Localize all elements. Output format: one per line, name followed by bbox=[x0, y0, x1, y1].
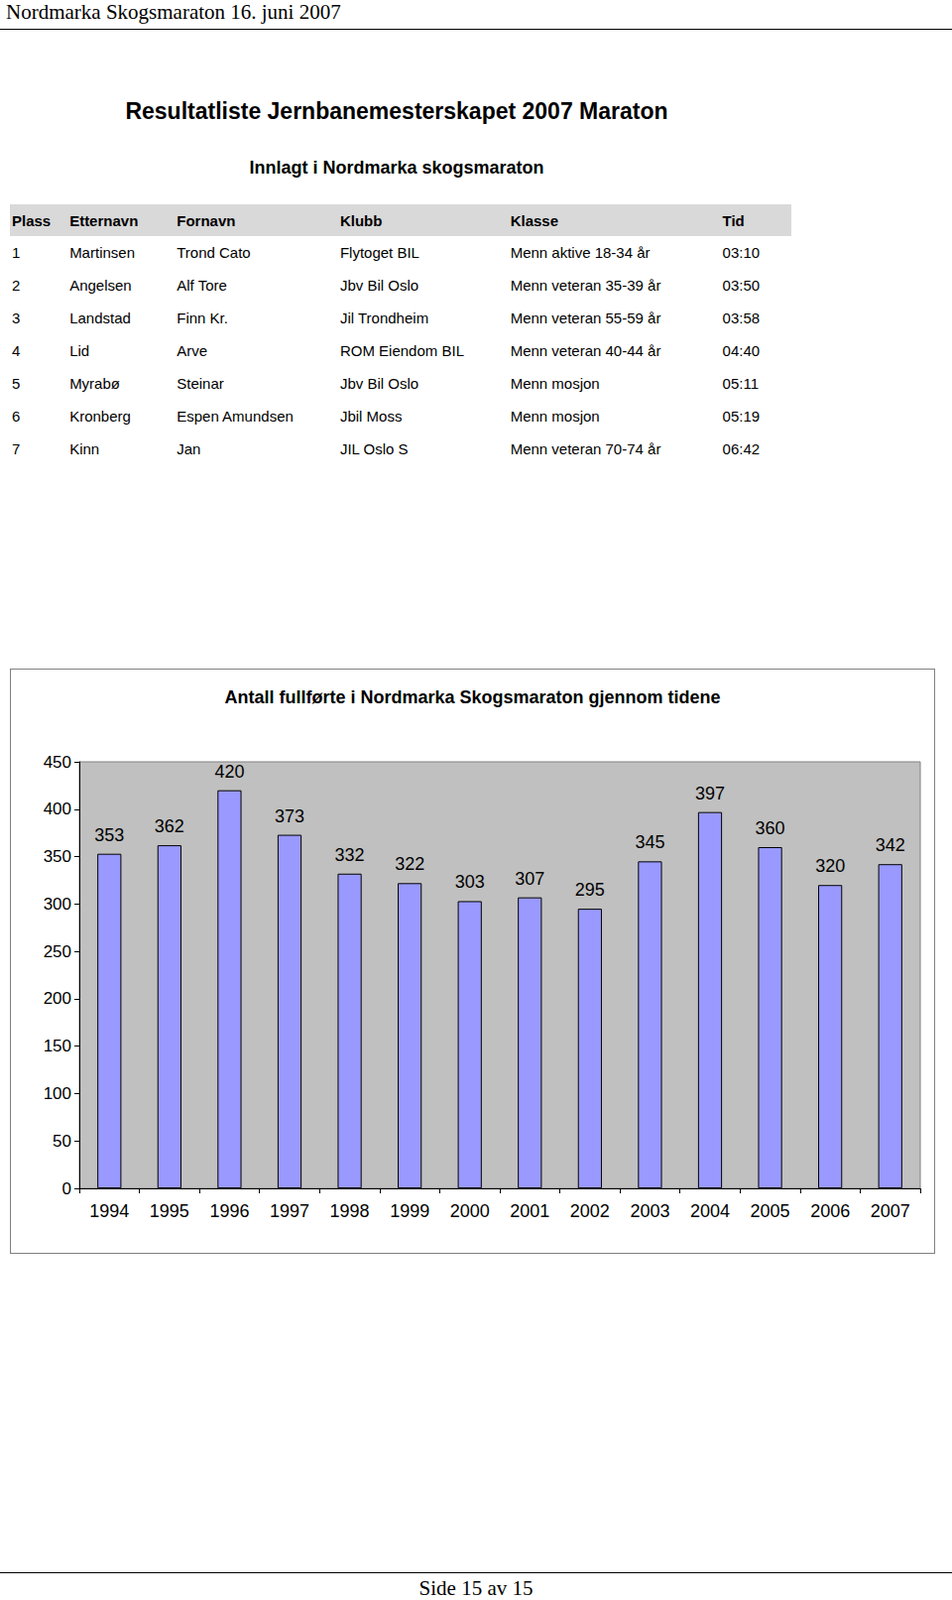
svg-text:Antall fullførte i Nordmarka S: Antall fullførte i Nordmarka Skogsmarato… bbox=[224, 687, 720, 708]
html-text:Steinar: Steinar bbox=[176, 374, 224, 392]
html-text:Menn veteran 40-44 år: Menn veteran 40-44 år bbox=[510, 342, 661, 359]
html-text:03:10: 03:10 bbox=[722, 243, 760, 261]
svg-text:307: 307 bbox=[514, 868, 545, 889]
html-text:Etternavn: Etternavn bbox=[69, 211, 139, 229]
html-text:Kinn: Kinn bbox=[69, 440, 100, 458]
html-text:Side 15 av 15: Side 15 av 15 bbox=[418, 1575, 534, 1600]
svg-text:295: 295 bbox=[575, 879, 605, 900]
svg-text:353: 353 bbox=[94, 825, 124, 845]
html-text:Espen Amundsen: Espen Amundsen bbox=[176, 407, 294, 425]
html-text:03:50: 03:50 bbox=[722, 276, 760, 294]
html-text:Klasse: Klasse bbox=[510, 211, 559, 229]
html-text:Arve: Arve bbox=[176, 342, 208, 359]
html-text:Flytoget BIL: Flytoget BIL bbox=[340, 243, 420, 261]
svg-text:2000: 2000 bbox=[450, 1200, 490, 1221]
svg-text:345: 345 bbox=[634, 832, 665, 852]
svg-text:2002: 2002 bbox=[570, 1200, 610, 1221]
svg-text:322: 322 bbox=[394, 853, 425, 874]
html-text:Jbil Moss: Jbil Moss bbox=[340, 407, 403, 425]
html-text:05:19: 05:19 bbox=[722, 407, 760, 425]
html-text:Myrabø: Myrabø bbox=[69, 374, 120, 392]
svg-text:2006: 2006 bbox=[810, 1200, 850, 1221]
html-text:Fornavn: Fornavn bbox=[176, 211, 236, 229]
svg-text:200: 200 bbox=[43, 988, 72, 1008]
html-text:04:40: 04:40 bbox=[722, 342, 760, 359]
html-text:2: 2 bbox=[11, 276, 21, 294]
html-text:Lid: Lid bbox=[69, 342, 90, 359]
html-text:Trond Cato: Trond Cato bbox=[176, 243, 251, 261]
html-text:Plass: Plass bbox=[11, 211, 51, 229]
svg-text:350: 350 bbox=[43, 846, 72, 866]
svg-text:1998: 1998 bbox=[330, 1200, 370, 1221]
svg-text:342: 342 bbox=[875, 834, 906, 855]
html-text:4: 4 bbox=[11, 342, 21, 359]
html-text:Resultatliste Jernbanemestersk: Resultatliste Jernbanemesterskapet 2007 … bbox=[125, 98, 668, 124]
html-text:Kronberg: Kronberg bbox=[69, 407, 131, 425]
svg-text:1997: 1997 bbox=[269, 1200, 310, 1221]
html-text:Klubb: Klubb bbox=[340, 211, 383, 229]
svg-text:2001: 2001 bbox=[509, 1200, 550, 1221]
svg-text:1999: 1999 bbox=[389, 1200, 430, 1221]
svg-text:360: 360 bbox=[755, 818, 786, 838]
svg-text:397: 397 bbox=[695, 783, 725, 804]
svg-text:2005: 2005 bbox=[750, 1200, 791, 1221]
html-text:Finn Kr.: Finn Kr. bbox=[176, 309, 228, 327]
html-text:5: 5 bbox=[11, 374, 21, 392]
svg-text:400: 400 bbox=[43, 799, 72, 819]
svg-text:50: 50 bbox=[52, 1131, 72, 1151]
html-text:ROM Eiendom BIL: ROM Eiendom BIL bbox=[340, 342, 465, 359]
html-text:3: 3 bbox=[11, 309, 21, 327]
html-text:Nordmarka Skogsmaraton 16. jun: Nordmarka Skogsmaraton 16. juni 2007 bbox=[5, 0, 341, 24]
html-text:Menn veteran 55-59 år: Menn veteran 55-59 år bbox=[510, 309, 661, 327]
html-text:JIL Oslo S: JIL Oslo S bbox=[340, 440, 409, 458]
html-text:Martinsen: Martinsen bbox=[69, 243, 135, 261]
html-text:06:42: 06:42 bbox=[722, 440, 760, 458]
svg-text:2007: 2007 bbox=[870, 1200, 911, 1221]
html-text:1: 1 bbox=[11, 243, 21, 261]
html-text:Menn aktive 18-34 år: Menn aktive 18-34 år bbox=[510, 243, 651, 261]
svg-text:1994: 1994 bbox=[89, 1200, 129, 1221]
html-text:03:58: 03:58 bbox=[722, 309, 760, 327]
svg-text:2003: 2003 bbox=[629, 1200, 670, 1221]
html-text:Menn veteran 70-74 år: Menn veteran 70-74 år bbox=[510, 440, 661, 458]
svg-text:300: 300 bbox=[43, 894, 72, 914]
svg-text:250: 250 bbox=[43, 942, 72, 961]
html-text:05:11: 05:11 bbox=[722, 374, 759, 392]
svg-text:373: 373 bbox=[274, 806, 305, 827]
html-text:Jan: Jan bbox=[176, 440, 201, 458]
svg-text:420: 420 bbox=[214, 761, 244, 782]
html-text:Menn mosjon: Menn mosjon bbox=[510, 374, 600, 392]
html-text:Angelsen: Angelsen bbox=[69, 276, 132, 294]
svg-text:303: 303 bbox=[455, 871, 485, 892]
svg-text:320: 320 bbox=[815, 855, 845, 876]
svg-text:362: 362 bbox=[154, 816, 185, 836]
svg-text:332: 332 bbox=[335, 844, 365, 865]
html-text:Jbv Bil Oslo: Jbv Bil Oslo bbox=[340, 276, 419, 294]
svg-text:150: 150 bbox=[43, 1036, 72, 1056]
html-text:Menn veteran 35-39 år: Menn veteran 35-39 år bbox=[510, 276, 661, 294]
html-text:Tid: Tid bbox=[722, 211, 745, 229]
html-text:Innlagt i Nordmarka skogsmarat: Innlagt i Nordmarka skogsmaraton bbox=[249, 157, 544, 178]
svg-text:1996: 1996 bbox=[209, 1200, 249, 1221]
html-text:7: 7 bbox=[11, 440, 21, 458]
svg-text:0: 0 bbox=[62, 1179, 72, 1198]
html-text:Jil Trondheim: Jil Trondheim bbox=[340, 309, 429, 327]
svg-text:1995: 1995 bbox=[149, 1200, 190, 1221]
html-text:Menn mosjon: Menn mosjon bbox=[510, 407, 600, 425]
svg-text:450: 450 bbox=[43, 752, 72, 772]
html-text:Landstad: Landstad bbox=[69, 309, 131, 327]
html-text:6: 6 bbox=[11, 407, 21, 425]
html-text:Jbv Bil Oslo: Jbv Bil Oslo bbox=[340, 374, 419, 392]
svg-text:2004: 2004 bbox=[690, 1200, 730, 1221]
html-text:Alf Tore: Alf Tore bbox=[176, 276, 227, 294]
svg-text:100: 100 bbox=[43, 1083, 72, 1103]
